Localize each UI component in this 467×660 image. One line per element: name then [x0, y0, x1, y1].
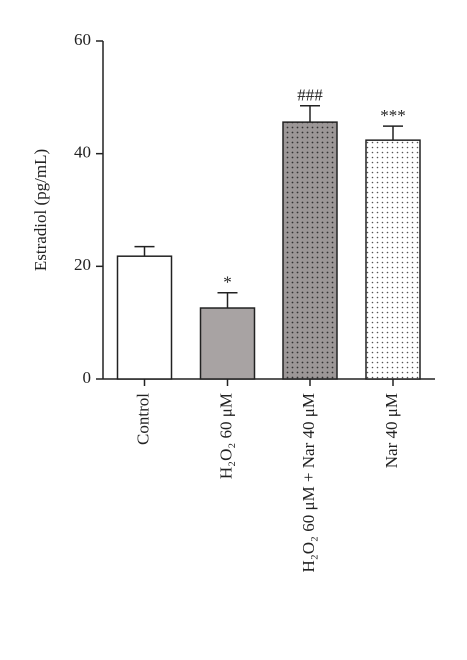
- y-tick-label: 40: [74, 143, 91, 162]
- y-tick-label: 20: [74, 255, 91, 274]
- x-tick-label: Control: [133, 393, 152, 445]
- x-tick-label: H₂O₂ 60 μM: [216, 393, 235, 479]
- bar: [116, 255, 173, 380]
- bar: [365, 139, 421, 380]
- x-tick-label: H₂O₂ 60 μM + Nar 40 μM: [299, 393, 318, 572]
- bar: [282, 121, 338, 380]
- significance-label: ***: [380, 106, 406, 125]
- significance-label: *: [223, 273, 232, 292]
- y-axis-label: Estradiol (pg/mL): [31, 149, 50, 271]
- y-tick-label: 0: [83, 368, 92, 387]
- y-tick-label: 60: [74, 30, 91, 49]
- x-tick-label: Nar 40 μM: [382, 393, 401, 468]
- bar: [199, 307, 256, 380]
- significance-label: ###: [297, 86, 323, 105]
